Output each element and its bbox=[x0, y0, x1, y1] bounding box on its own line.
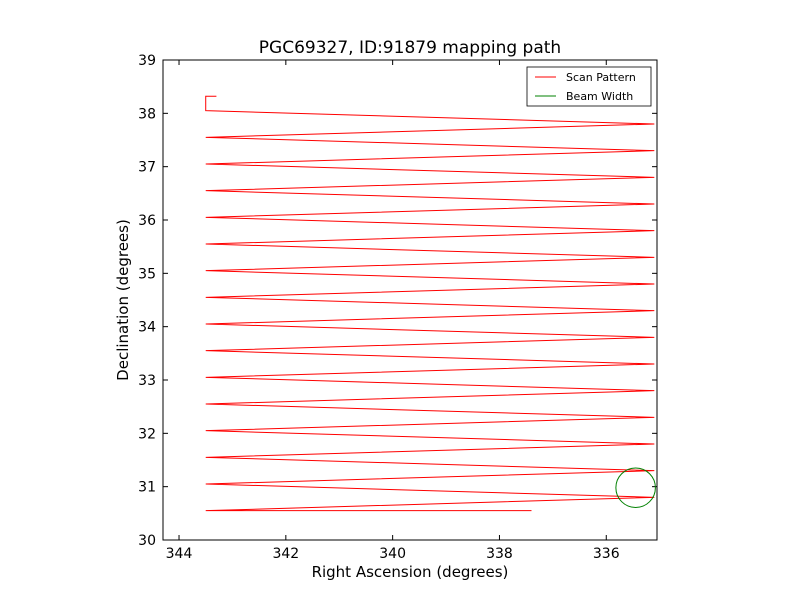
y-axis-label: Declination (degrees) bbox=[114, 219, 132, 381]
y-tick-label: 32 bbox=[138, 426, 156, 442]
beam-width-circle bbox=[615, 467, 656, 508]
y-tick-label: 30 bbox=[138, 533, 156, 549]
y-tick-label: 31 bbox=[138, 480, 156, 496]
x-axis-label: Right Ascension (degrees) bbox=[312, 563, 509, 581]
y-tick-label: 33 bbox=[138, 373, 156, 389]
x-tick-label: 340 bbox=[379, 546, 406, 562]
legend-label-beam-width: Beam Width bbox=[566, 90, 633, 103]
plot-area bbox=[205, 95, 656, 512]
x-tick-label: 344 bbox=[166, 546, 193, 562]
chart-title: PGC69327, ID:91879 mapping path bbox=[259, 38, 561, 58]
y-tick-label: 36 bbox=[138, 213, 156, 229]
y-tick-label: 39 bbox=[138, 53, 156, 69]
x-tick-label: 338 bbox=[486, 546, 513, 562]
legend-box bbox=[526, 66, 652, 107]
y-tick-label: 35 bbox=[138, 266, 156, 282]
legend: Scan Pattern Beam Width bbox=[526, 66, 652, 107]
legend-label-scan-pattern: Scan Pattern bbox=[566, 71, 636, 84]
x-tick-label: 342 bbox=[272, 546, 299, 562]
axis-ticks: 344 342 340 338 336 30 31 32 33 34 35 36 37 38 39 bbox=[138, 53, 657, 562]
y-tick-label: 37 bbox=[138, 160, 156, 176]
y-tick-label: 34 bbox=[138, 320, 156, 336]
plot-frame bbox=[162, 59, 658, 541]
scan-pattern-line bbox=[205, 95, 655, 512]
x-tick-label: 336 bbox=[593, 546, 620, 562]
y-tick-label: 38 bbox=[138, 106, 156, 122]
